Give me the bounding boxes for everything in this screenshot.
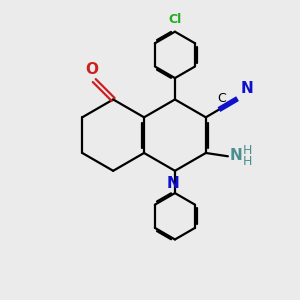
Text: H: H — [243, 144, 252, 158]
Text: N: N — [230, 148, 242, 163]
Text: C: C — [217, 92, 226, 105]
Text: Cl: Cl — [168, 14, 182, 26]
Text: N: N — [240, 81, 253, 96]
Text: N: N — [167, 176, 180, 191]
Text: O: O — [85, 62, 98, 77]
Text: H: H — [243, 155, 252, 168]
